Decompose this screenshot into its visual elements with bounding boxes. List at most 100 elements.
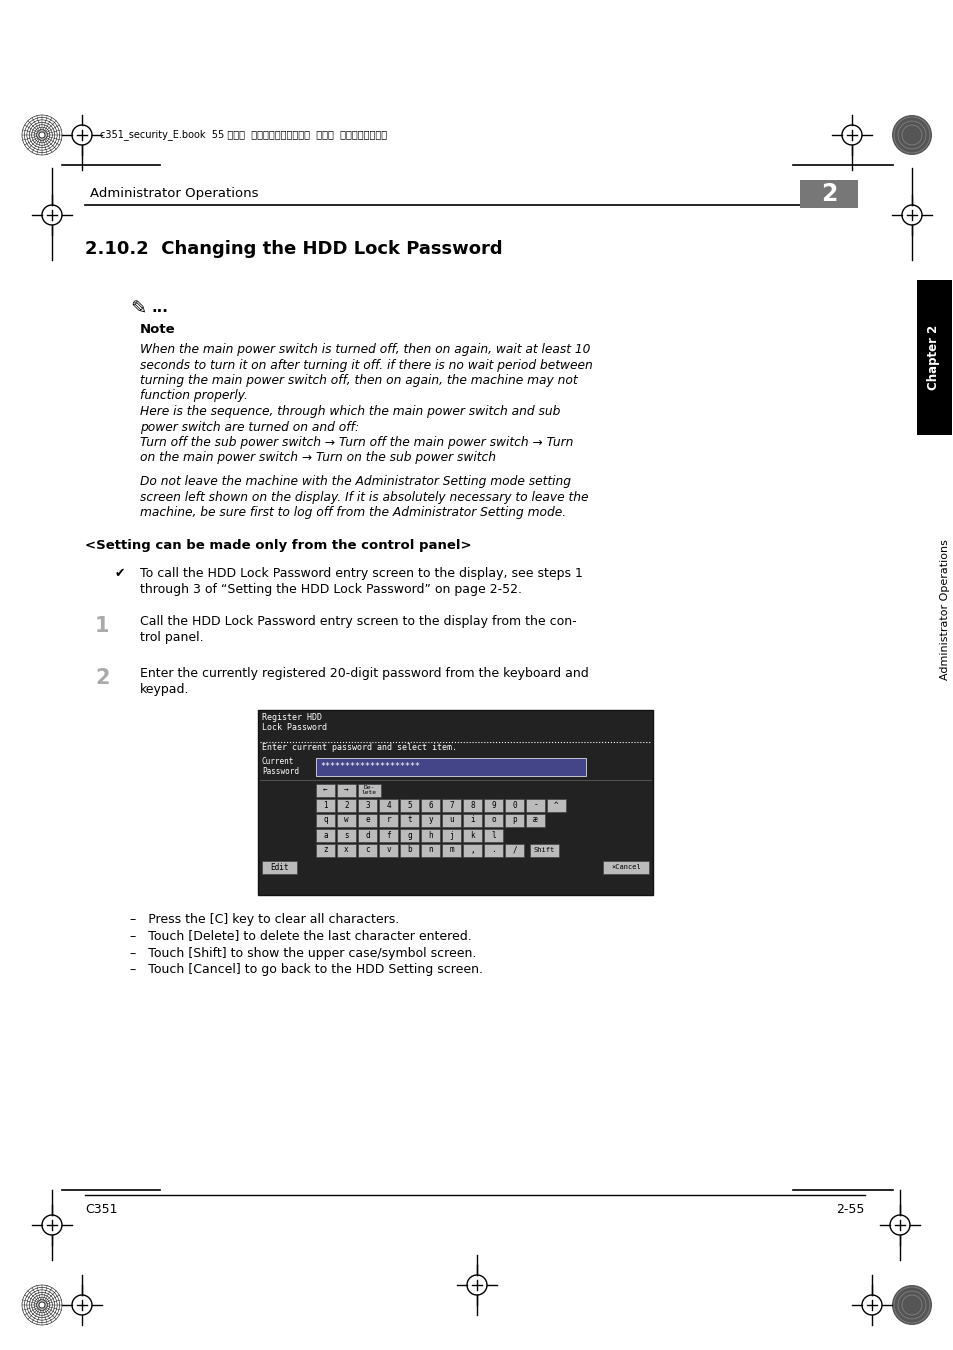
Text: w: w — [344, 815, 349, 825]
Text: 3: 3 — [365, 801, 370, 810]
Text: ✔: ✔ — [115, 567, 126, 580]
FancyBboxPatch shape — [525, 814, 544, 826]
FancyBboxPatch shape — [462, 814, 481, 826]
Text: Enter current password and select item.: Enter current password and select item. — [262, 744, 456, 752]
Text: trol panel.: trol panel. — [140, 630, 203, 644]
FancyBboxPatch shape — [336, 844, 355, 856]
Text: Enter the currently registered 20-digit password from the keyboard and: Enter the currently registered 20-digit … — [140, 667, 588, 680]
FancyBboxPatch shape — [530, 844, 558, 856]
Text: through 3 of “Setting the HDD Lock Password” on page 2-52.: through 3 of “Setting the HDD Lock Passw… — [140, 582, 521, 595]
FancyBboxPatch shape — [462, 798, 481, 811]
Text: s: s — [344, 830, 349, 840]
FancyBboxPatch shape — [315, 814, 335, 826]
FancyBboxPatch shape — [315, 844, 335, 856]
Text: C351: C351 — [85, 1203, 117, 1216]
Text: ********************: ******************** — [319, 761, 419, 771]
Text: 2: 2 — [95, 667, 110, 687]
Text: keypad.: keypad. — [140, 683, 190, 695]
FancyBboxPatch shape — [315, 783, 335, 796]
Text: j: j — [449, 830, 454, 840]
Text: i: i — [470, 815, 475, 825]
FancyBboxPatch shape — [315, 829, 335, 841]
Text: c: c — [365, 845, 370, 855]
Text: 2: 2 — [820, 182, 837, 207]
FancyBboxPatch shape — [483, 829, 502, 841]
Text: p: p — [512, 815, 517, 825]
Text: De-
lete: De- lete — [361, 784, 376, 795]
Text: f: f — [386, 830, 391, 840]
FancyBboxPatch shape — [399, 844, 418, 856]
Text: m: m — [449, 845, 454, 855]
Text: seconds to turn it on after turning it off. if there is no wait period between: seconds to turn it on after turning it o… — [140, 359, 592, 371]
Text: c351_security_E.book  55 ページ  ２００７年４月１１日  水曜日  午前１０時１９分: c351_security_E.book 55 ページ ２００７年４月１１日 水… — [100, 130, 387, 140]
FancyBboxPatch shape — [441, 829, 460, 841]
Text: o: o — [491, 815, 496, 825]
FancyBboxPatch shape — [420, 829, 439, 841]
Text: ,: , — [470, 845, 475, 855]
Text: æ: æ — [533, 815, 537, 825]
FancyBboxPatch shape — [420, 814, 439, 826]
Text: 2-55: 2-55 — [836, 1203, 864, 1216]
Text: Turn off the sub power switch → Turn off the main power switch → Turn: Turn off the sub power switch → Turn off… — [140, 436, 573, 450]
Text: b: b — [407, 845, 412, 855]
FancyBboxPatch shape — [357, 814, 376, 826]
Text: 6: 6 — [428, 801, 433, 810]
Text: a: a — [323, 830, 328, 840]
Text: Do not leave the machine with the Administrator Setting mode setting: Do not leave the machine with the Admini… — [140, 475, 571, 487]
FancyBboxPatch shape — [420, 798, 439, 811]
FancyBboxPatch shape — [462, 844, 481, 856]
FancyBboxPatch shape — [336, 814, 355, 826]
Text: 8: 8 — [470, 801, 475, 810]
Text: 9: 9 — [491, 801, 496, 810]
Text: Administrator Operations: Administrator Operations — [90, 188, 258, 200]
Text: -: - — [533, 801, 537, 810]
Text: k: k — [470, 830, 475, 840]
Text: –   Touch [Shift] to show the upper case/symbol screen.: – Touch [Shift] to show the upper case/s… — [130, 946, 476, 960]
FancyBboxPatch shape — [483, 814, 502, 826]
Text: function properly.: function properly. — [140, 390, 248, 402]
Text: v: v — [386, 845, 391, 855]
Text: Note: Note — [140, 323, 175, 336]
FancyBboxPatch shape — [800, 180, 857, 208]
Text: Call the HDD Lock Password entry screen to the display from the con-: Call the HDD Lock Password entry screen … — [140, 616, 576, 629]
Text: u: u — [449, 815, 454, 825]
FancyBboxPatch shape — [315, 757, 585, 775]
Text: .: . — [491, 845, 496, 855]
FancyBboxPatch shape — [462, 829, 481, 841]
Text: →: → — [344, 786, 349, 795]
FancyBboxPatch shape — [262, 860, 296, 873]
Text: 1: 1 — [323, 801, 328, 810]
FancyBboxPatch shape — [602, 860, 648, 873]
Text: –   Press the [C] key to clear all characters.: – Press the [C] key to clear all charact… — [130, 913, 399, 926]
Text: ×Cancel: ×Cancel — [611, 864, 640, 869]
FancyBboxPatch shape — [399, 829, 418, 841]
Text: Current: Current — [262, 757, 294, 767]
Text: /: / — [512, 845, 517, 855]
Text: r: r — [386, 815, 391, 825]
FancyBboxPatch shape — [357, 783, 380, 796]
FancyBboxPatch shape — [525, 798, 544, 811]
FancyBboxPatch shape — [336, 829, 355, 841]
Text: 5: 5 — [407, 801, 412, 810]
FancyBboxPatch shape — [357, 844, 376, 856]
Text: power switch are turned on and off:: power switch are turned on and off: — [140, 420, 358, 433]
Circle shape — [891, 1285, 931, 1324]
FancyBboxPatch shape — [546, 798, 565, 811]
Text: z: z — [323, 845, 328, 855]
FancyBboxPatch shape — [378, 829, 397, 841]
FancyBboxPatch shape — [336, 798, 355, 811]
Text: Here is the sequence, through which the main power switch and sub: Here is the sequence, through which the … — [140, 405, 559, 418]
Text: Chapter 2: Chapter 2 — [926, 324, 940, 390]
Text: Administrator Operations: Administrator Operations — [939, 540, 949, 680]
FancyBboxPatch shape — [916, 279, 951, 435]
FancyBboxPatch shape — [399, 814, 418, 826]
Text: e: e — [365, 815, 370, 825]
Text: ←: ← — [323, 786, 328, 795]
Text: h: h — [428, 830, 433, 840]
FancyBboxPatch shape — [378, 814, 397, 826]
Text: 4: 4 — [386, 801, 391, 810]
FancyBboxPatch shape — [257, 710, 652, 895]
Text: ✎: ✎ — [130, 300, 146, 319]
Text: 1: 1 — [95, 616, 110, 636]
Text: ...: ... — [152, 300, 169, 315]
